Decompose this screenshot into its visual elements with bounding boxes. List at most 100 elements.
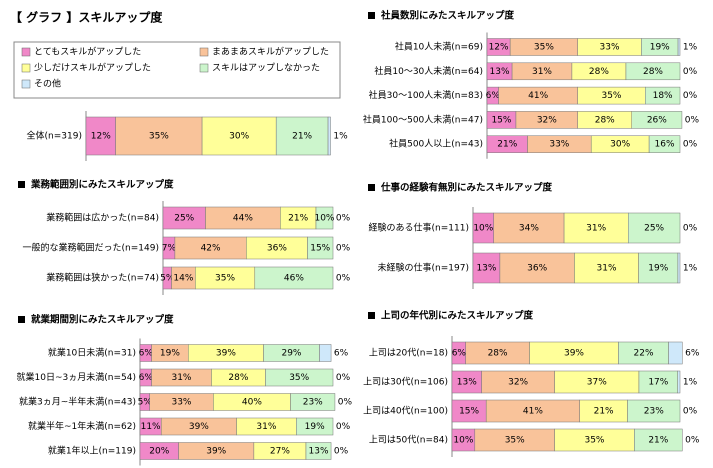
bar-segment — [493, 212, 565, 244]
value-label: 35% — [584, 436, 604, 446]
value-label: 1% — [683, 43, 698, 53]
bar-segment — [574, 252, 639, 284]
value-label: 0% — [685, 436, 700, 446]
value-label: 35% — [534, 43, 554, 53]
value-label: 33% — [549, 140, 569, 150]
category-label: 上司は50代(n=84) — [369, 435, 448, 446]
value-label: 28% — [589, 67, 609, 77]
bar-segment — [472, 252, 501, 284]
value-label: 27% — [270, 447, 290, 457]
value-label: 28% — [643, 67, 663, 77]
value-label: 19% — [305, 422, 325, 432]
category-label: 上司は30代(n=106) — [363, 377, 448, 388]
value-label: 6% — [139, 373, 154, 383]
category-label: 社員10～30人未満(n=64) — [374, 65, 483, 77]
value-label: 13% — [457, 378, 477, 388]
bar-segment — [296, 417, 334, 436]
value-label: 7% — [162, 244, 177, 254]
chart-title: 上司の年代別にみたスキルアップ度 — [381, 310, 534, 322]
bar-segment — [634, 428, 683, 452]
value-label: 35% — [289, 373, 309, 383]
category-label: 就業3ヵ月~半年未満(n=43) — [19, 396, 136, 408]
chart-title: 就業期間別にみたスキルアップ度 — [31, 314, 174, 326]
value-label: 0% — [683, 224, 698, 234]
bar-segment — [648, 135, 681, 153]
category-label: 上司は40代(n=100) — [363, 406, 448, 417]
category-label: 一般的な業務範囲だった(n=149) — [23, 242, 159, 254]
category-label: 就業半年~1年未満(n=62) — [28, 420, 136, 432]
value-label: 1% — [683, 378, 698, 388]
category-label: 全体(n=319) — [27, 130, 82, 142]
value-label: 0% — [336, 373, 351, 383]
value-label: 21% — [497, 140, 517, 150]
value-label: 6% — [139, 349, 154, 359]
legend-label: その他 — [34, 78, 61, 90]
value-label: 17% — [648, 378, 668, 388]
chart-title: 仕事の経験有無別にみたスキルアップ度 — [380, 182, 553, 194]
value-label: 10% — [314, 214, 334, 224]
value-label: 20% — [149, 447, 169, 457]
category-label: 社員10人未満(n=69) — [395, 41, 483, 53]
value-label: 40% — [242, 398, 262, 408]
category-label: 業務範囲は狭かった(n=74) — [46, 272, 159, 284]
bar-segment — [327, 116, 331, 156]
value-label: 26% — [647, 115, 667, 125]
title-bullet — [368, 184, 375, 191]
category-label: 業務範囲は広かった(n=84) — [46, 212, 159, 224]
value-label: 32% — [537, 115, 557, 125]
bar-segment — [254, 266, 334, 290]
value-label: 35% — [215, 274, 235, 284]
legend-label: まあまあスキルがアップした — [212, 46, 329, 58]
value-label: 36% — [267, 244, 287, 254]
bar-segment — [201, 116, 277, 156]
value-label: 1% — [683, 264, 698, 274]
bar-segment — [319, 344, 332, 362]
bar-segment — [290, 393, 336, 411]
value-label: 28% — [228, 373, 248, 383]
legend-swatch — [199, 63, 209, 73]
value-label: 35% — [149, 132, 169, 142]
value-label: 35% — [505, 436, 525, 446]
legend-swatch — [21, 79, 31, 89]
value-label: 6% — [334, 349, 349, 359]
value-label: 0% — [683, 67, 698, 77]
value-label: 13% — [490, 67, 510, 77]
legend-label: 少しだけスキルがアップした — [34, 62, 151, 74]
value-label: 29% — [281, 349, 301, 359]
category-label: 社員30～100人未満(n=83) — [369, 89, 483, 101]
value-label: 15% — [491, 115, 511, 125]
value-label: 21% — [648, 436, 668, 446]
bar-segment — [315, 206, 334, 230]
value-label: 42% — [201, 244, 221, 254]
value-label: 39% — [216, 349, 236, 359]
title-bullet — [18, 181, 25, 188]
bar-segment — [677, 370, 681, 394]
value-label: 41% — [528, 91, 548, 101]
value-label: 10% — [473, 224, 493, 234]
category-label: 社員100～500人未満(n=47) — [363, 113, 483, 125]
legend-swatch — [199, 47, 209, 57]
value-label: 6% — [452, 349, 467, 359]
title-bullet — [18, 316, 25, 323]
legend-swatch — [21, 47, 31, 57]
value-label: 0% — [685, 115, 700, 125]
value-label: 11% — [141, 422, 161, 432]
value-label: 33% — [600, 43, 620, 53]
value-label: 28% — [595, 115, 615, 125]
value-label: 12% — [91, 132, 111, 142]
value-label: 39% — [564, 349, 584, 359]
value-label: 34% — [519, 224, 539, 234]
value-label: 6% — [486, 91, 501, 101]
value-label: 25% — [644, 224, 664, 234]
chart-title: 社員数別にみたスキルアップ度 — [380, 10, 515, 22]
value-label: 23% — [303, 398, 323, 408]
value-label: 0% — [336, 244, 351, 254]
value-label: 21% — [292, 132, 312, 142]
value-label: 16% — [655, 140, 675, 150]
category-label: 未経験の仕事(n=197) — [378, 262, 469, 274]
category-label: 上司は20代(n=18) — [369, 348, 448, 359]
value-label: 13% — [309, 447, 329, 457]
bar-segment — [625, 62, 681, 81]
value-label: 46% — [284, 274, 304, 284]
